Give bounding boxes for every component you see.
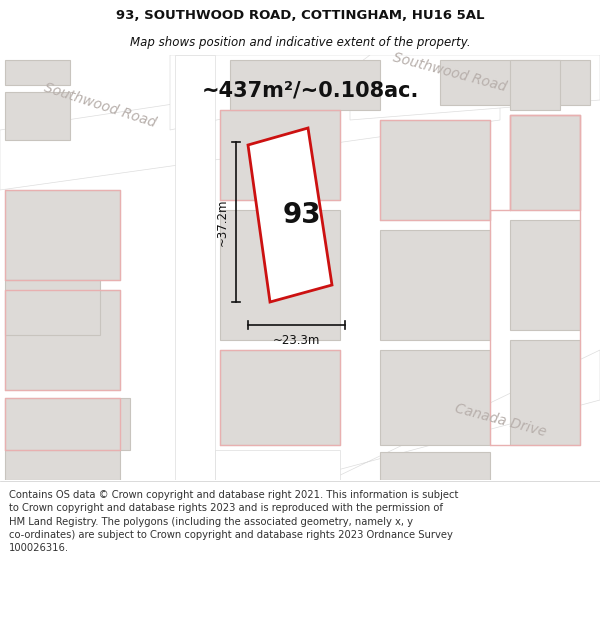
Polygon shape <box>230 60 380 110</box>
Polygon shape <box>170 55 370 130</box>
Polygon shape <box>5 60 70 85</box>
Text: 93: 93 <box>282 201 321 229</box>
Polygon shape <box>380 350 490 445</box>
Polygon shape <box>440 60 590 105</box>
Text: Canada Drive: Canada Drive <box>453 401 547 439</box>
Polygon shape <box>510 340 580 445</box>
Polygon shape <box>350 55 600 120</box>
Polygon shape <box>220 210 340 340</box>
Polygon shape <box>220 350 340 445</box>
Polygon shape <box>175 55 215 480</box>
Text: ~437m²/~0.108ac.: ~437m²/~0.108ac. <box>202 80 419 100</box>
Polygon shape <box>380 230 490 340</box>
Text: Southwood Road: Southwood Road <box>392 50 508 94</box>
Polygon shape <box>5 280 100 335</box>
Polygon shape <box>5 92 70 140</box>
Polygon shape <box>510 60 560 110</box>
Polygon shape <box>5 400 120 480</box>
Polygon shape <box>215 450 340 480</box>
Polygon shape <box>0 55 500 190</box>
Polygon shape <box>5 398 130 450</box>
Text: Map shows position and indicative extent of the property.: Map shows position and indicative extent… <box>130 36 470 49</box>
Polygon shape <box>510 220 580 330</box>
Text: Contains OS data © Crown copyright and database right 2021. This information is : Contains OS data © Crown copyright and d… <box>9 490 458 553</box>
Polygon shape <box>220 110 340 200</box>
Text: 93, SOUTHWOOD ROAD, COTTINGHAM, HU16 5AL: 93, SOUTHWOOD ROAD, COTTINGHAM, HU16 5AL <box>116 9 484 22</box>
Text: ~37.2m: ~37.2m <box>215 198 229 246</box>
Polygon shape <box>380 452 490 480</box>
Text: ~23.3m: ~23.3m <box>273 334 320 348</box>
Polygon shape <box>248 128 332 302</box>
Text: Southwood Road: Southwood Road <box>42 80 158 130</box>
Polygon shape <box>5 290 120 390</box>
Polygon shape <box>300 350 600 480</box>
Polygon shape <box>510 115 580 210</box>
Polygon shape <box>380 120 490 220</box>
Polygon shape <box>5 190 120 280</box>
